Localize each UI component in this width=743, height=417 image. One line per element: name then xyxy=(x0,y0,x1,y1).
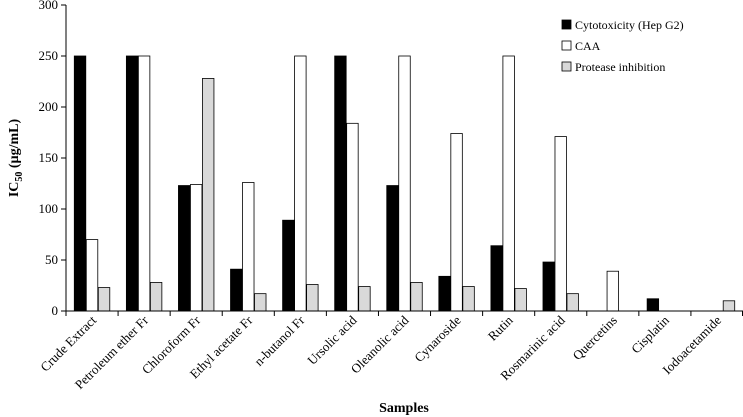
y-tick-label: 150 xyxy=(39,150,59,165)
bar-cytotoxicity-hep-g2-cisplatin xyxy=(646,298,660,312)
bar-cytotoxicity-hep-g2-rosmarinic-acid xyxy=(542,261,555,312)
bar-protease-inhibition-n-butanol-fr xyxy=(306,284,319,312)
bar-protease-inhibition-rosmarinic-acid xyxy=(566,293,579,312)
y-axis-ticks: 0 50 100 150 200 250 300 xyxy=(39,0,66,318)
bar-cytotoxicity-hep-g2-ethyl-acetate-fr xyxy=(230,268,243,312)
bar-caa-crude-extract xyxy=(85,239,99,312)
y-tick-label: 300 xyxy=(39,0,59,12)
bars xyxy=(73,55,736,312)
legend-label-cytotoxicity-hep-g2: Cytotoxicity (Hep G2) xyxy=(575,18,684,32)
legend-swatch-caa xyxy=(561,40,572,51)
bar-protease-inhibition-rutin xyxy=(514,288,527,312)
category-label-cisplatin: Cisplatin xyxy=(628,312,672,356)
bar-protease-inhibition-oleanolic-acid xyxy=(410,282,423,312)
bar-protease-inhibition-chloroform-fr xyxy=(202,78,215,312)
bar-protease-inhibition-ethyl-acetate-fr xyxy=(254,293,267,312)
bar-caa-quercetins xyxy=(606,270,619,312)
bar-caa-ursolic-acid xyxy=(346,122,359,312)
bar-cytotoxicity-hep-g2-cynaroside xyxy=(438,275,451,312)
y-tick-label: 200 xyxy=(39,99,59,114)
bar-cytotoxicity-hep-g2-crude-extract xyxy=(73,55,87,312)
bar-caa-chloroform-fr xyxy=(190,184,203,312)
x-axis-title: Samples xyxy=(379,401,429,416)
bar-protease-inhibition-crude-extract xyxy=(97,287,111,312)
category-label-rutin: Rutin xyxy=(485,312,516,343)
legend-label-protease-inhibition: Protease inhibition xyxy=(575,60,665,74)
y-axis-title: IC50 (µg/mL) xyxy=(7,118,25,197)
bar-caa-n-butanol-fr xyxy=(294,55,307,312)
bar-caa-cynaroside xyxy=(450,133,463,312)
category-label-n-butanol-fr: n-butanol Fr xyxy=(251,312,308,369)
y-axis-title-unit: (µg/mL) xyxy=(7,118,22,171)
bar-caa-rosmarinic-acid xyxy=(554,136,567,312)
y-axis-title-main: IC xyxy=(7,182,22,198)
category-label-quercetins: Quercetins xyxy=(570,313,620,363)
bar-cytotoxicity-hep-g2-ursolic-acid xyxy=(334,55,347,312)
bar-protease-inhibition-petroleum-ether-fr xyxy=(149,282,163,312)
category-label-cynaroside: Cynaroside xyxy=(411,312,464,365)
bar-protease-inhibition-cynaroside xyxy=(462,286,475,312)
bar-caa-oleanolic-acid xyxy=(398,55,411,312)
y-tick-label: 50 xyxy=(45,252,58,267)
legend: Cytotoxicity (Hep G2) CAA Protease inhibit… xyxy=(561,18,684,74)
y-axis-title-subscript: 50 xyxy=(14,172,25,182)
bar-cytotoxicity-hep-g2-rutin xyxy=(490,245,503,312)
bar-caa-rutin xyxy=(502,55,515,312)
bar-cytotoxicity-hep-g2-chloroform-fr xyxy=(178,185,191,312)
legend-swatch-cytotoxicity-hep-g2 xyxy=(561,19,572,30)
bar-cytotoxicity-hep-g2-oleanolic-acid xyxy=(386,185,399,312)
legend-swatch-protease-inhibition xyxy=(561,61,572,72)
y-tick-label: 250 xyxy=(39,48,59,63)
category-label-ursolic-acid: Ursolic acid xyxy=(304,312,360,368)
bar-cytotoxicity-hep-g2-petroleum-ether-fr xyxy=(125,55,139,312)
bar-protease-inhibition-ursolic-acid xyxy=(358,286,371,312)
legend-label-caa: CAA xyxy=(575,39,601,53)
bar-cytotoxicity-hep-g2-n-butanol-fr xyxy=(282,219,295,312)
bar-protease-inhibition-iodoacetamide xyxy=(722,300,736,312)
bar-caa-petroleum-ether-fr xyxy=(137,55,151,312)
y-tick-label: 0 xyxy=(52,303,59,318)
y-tick-label: 100 xyxy=(39,201,59,216)
bar-caa-ethyl-acetate-fr xyxy=(242,182,255,312)
